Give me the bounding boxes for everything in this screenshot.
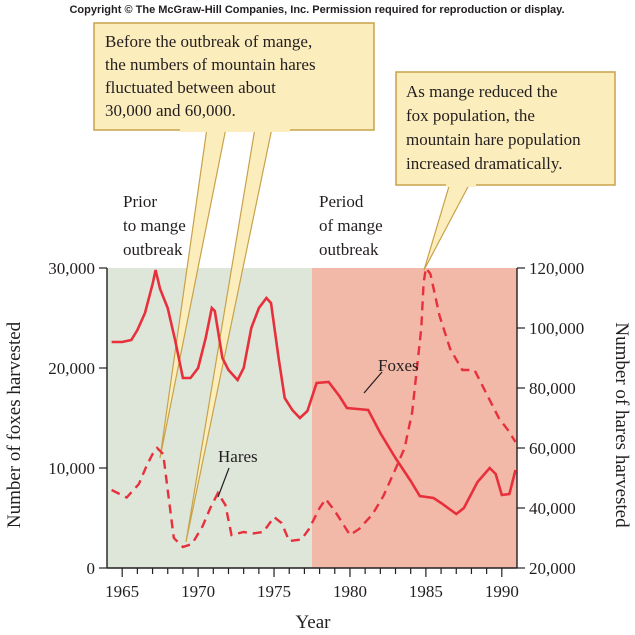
hares-label-leader [217,467,230,498]
right-callout-line-3: mountain hare population [406,130,581,149]
y-right-tick-label: 120,000 [529,259,584,278]
x-tick-label: 1975 [257,582,291,601]
hares-series-line [111,264,517,549]
right-callout-pointer [423,182,471,271]
foxes-label-leader [363,371,383,394]
mange-label-line-3: outbreak [319,240,379,259]
hares-label: Hares [218,447,258,466]
right-callout: As mange reduced the fox population, the… [395,71,616,271]
left-callout-join [180,126,290,132]
x-tick-label: 1980 [333,582,367,601]
y-right-tick-label: 60,000 [529,439,576,458]
mange-region [312,268,517,568]
left-callout-line-4: 30,000 and 60,000. [105,101,236,120]
x-tick-label: 1970 [181,582,215,601]
y-left-tick-label: 10,000 [48,459,95,478]
prior-label-line-2: to mange [123,216,186,235]
y-left-tick-label: 0 [87,559,96,578]
foxes-label: Foxes [378,356,419,375]
left-callout-line-2: the numbers of mountain hares [105,55,316,74]
left-callout-line-3: fluctuated between about [105,78,276,97]
y-right-tick-label: 40,000 [529,499,576,518]
prior-label-line-3: outbreak [123,240,183,259]
left-callout-line-1: Before the outbreak of mange, [105,32,312,51]
prior-label-line-1: Prior [123,192,157,211]
mange-label-line-1: Period [319,192,364,211]
y-right-tick-label: 100,000 [529,319,584,338]
x-axis-title: Year [295,612,331,633]
y-right-tick-label: 80,000 [529,379,576,398]
copyright-text: Copyright © The McGraw-Hill Companies, I… [69,4,564,16]
right-callout-join [446,181,476,187]
axes [106,268,518,569]
y-left-tick-label: 30,000 [48,259,95,278]
x-ticks: 1965 1970 1975 1980 1985 1990 [105,568,519,601]
x-tick-label: 1990 [485,582,519,601]
mange-label-line-2: of mange [319,216,383,235]
right-callout-line-1: As mange reduced the [406,82,558,101]
y-right-ticks: 20,000 40,000 60,000 80,000 100,000 120,000 [517,259,584,578]
x-tick-label: 1965 [105,582,139,601]
y-right-axis-title: Number of hares harvested [611,322,632,528]
right-callout-line-4: increased dramatically. [406,154,563,173]
y-left-axis-title: Number of foxes harvested [4,321,25,528]
y-right-tick-label: 20,000 [529,559,576,578]
left-callout: Before the outbreak of mange, the number… [93,22,375,543]
y-left-ticks: 0 10,000 20,000 30,000 [48,259,107,578]
right-callout-line-2: fox population, the [406,106,535,125]
x-tick-label: 1985 [409,582,443,601]
foxes-series-line [111,269,517,516]
right-callout-box [395,71,616,186]
left-callout-box [93,22,375,131]
y-left-tick-label: 20,000 [48,359,95,378]
